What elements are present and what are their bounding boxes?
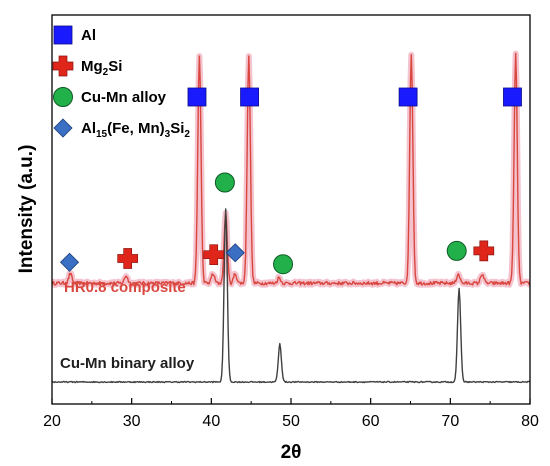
legend-alfemnsi-marker — [53, 118, 73, 138]
al-marker — [503, 87, 522, 107]
mg2si-marker — [473, 240, 495, 262]
x-axis-title: 2θ — [281, 442, 302, 463]
legend-cumn-marker — [53, 87, 73, 107]
x-ticks: 20 30 40 50 60 70 80 — [43, 398, 539, 430]
x-tick-label: 40 — [202, 413, 220, 430]
legend-cumn-label: Cu-Mn alloy — [81, 89, 167, 106]
hr-composite-curve — [52, 52, 530, 286]
legend-mg2si-label: Mg2Si — [81, 58, 122, 78]
cumn-binary-label: Cu-Mn binary alloy — [60, 355, 195, 372]
legend-alfemnsi-label: Al15(Fe, Mn)3Si2 — [81, 120, 190, 140]
al-marker — [240, 87, 259, 107]
x-tick-label: 50 — [282, 413, 300, 430]
al-marker — [187, 87, 207, 107]
curves-layer — [52, 50, 530, 384]
legend-al-label: Al — [81, 27, 96, 44]
legend-mg2si-marker — [52, 55, 74, 77]
cumn-marker — [446, 240, 467, 261]
mg2si-marker — [117, 248, 139, 269]
phase-markers — [59, 87, 522, 275]
al-marker — [398, 87, 418, 107]
legend: Al Mg2Si Cu-Mn alloy Al15(Fe, Mn)3Si2 — [52, 25, 190, 140]
alfemnsi-marker — [59, 252, 80, 272]
cumn-marker — [273, 254, 294, 275]
x-tick-label: 60 — [362, 413, 380, 430]
legend-al-marker — [53, 25, 73, 45]
y-axis-title: Intensity (a.u.) — [16, 145, 37, 274]
x-tick-label: 70 — [441, 413, 459, 430]
hr-composite-label: HR0.8 composite — [64, 279, 186, 296]
mg2si-marker — [203, 244, 225, 266]
cumn-binary-curve — [52, 208, 530, 384]
alfemnsi-marker — [225, 243, 245, 263]
x-tick-label: 30 — [123, 413, 141, 430]
x-tick-label: 80 — [521, 413, 539, 430]
cumn-marker — [214, 172, 235, 193]
plot-frame — [51, 14, 531, 405]
x-tick-label: 20 — [43, 413, 61, 430]
